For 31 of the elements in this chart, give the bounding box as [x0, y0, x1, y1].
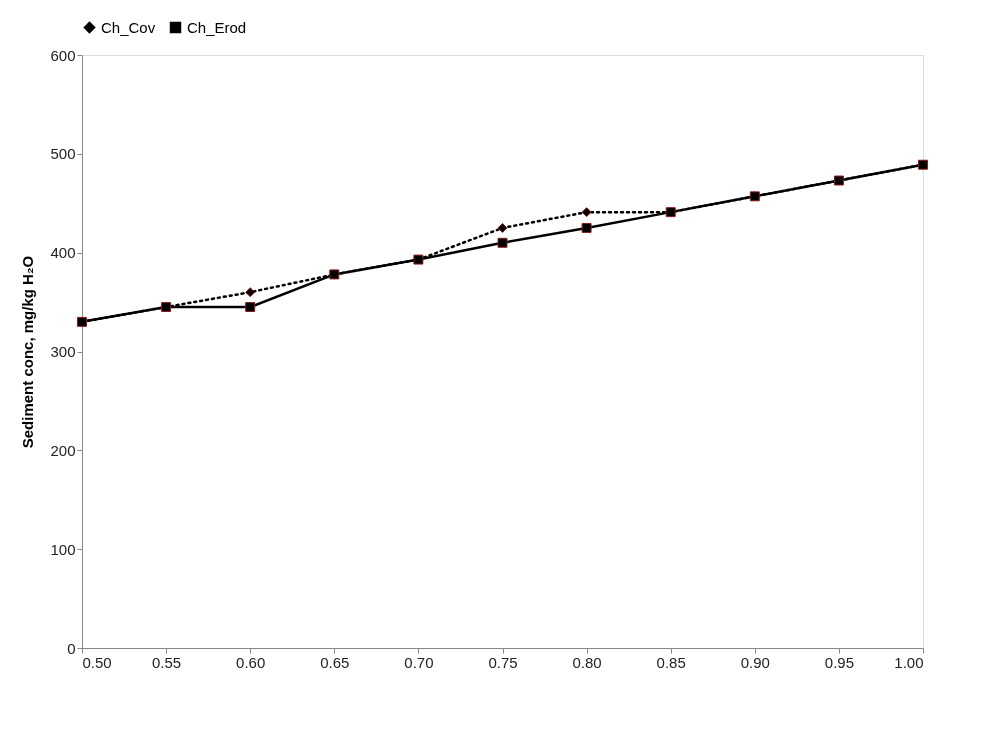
y-tick-label: 500	[50, 145, 76, 163]
legend-label: Ch_Erod	[187, 18, 247, 36]
point	[497, 237, 508, 248]
y-tick-label: 400	[50, 244, 76, 262]
point	[581, 222, 592, 233]
y-tick-label: 600	[50, 46, 76, 64]
x-tick-label: 0.60	[236, 653, 266, 671]
x-tick-label: 0.70	[404, 653, 434, 671]
y-axis-title: Sediment conc, mg/kg H₂O	[19, 255, 37, 449]
x-tick-label: 0.85	[656, 653, 686, 671]
point	[245, 302, 256, 312]
x-tick-label: 0.95	[824, 653, 854, 671]
point	[245, 287, 256, 298]
point	[77, 316, 87, 327]
x-tick-label: 1.00	[894, 653, 924, 671]
point	[497, 222, 508, 233]
x-tick-label: 0.90	[740, 653, 770, 671]
point	[581, 207, 592, 218]
y-tick-label: 300	[50, 343, 76, 360]
point	[161, 302, 172, 312]
x-tick-label: 0.75	[488, 653, 518, 671]
x-tick-label: 0.55	[152, 653, 182, 671]
point	[833, 175, 844, 186]
legend-label: Ch_Cov	[101, 18, 156, 36]
x-tick-label: 0.80	[572, 653, 602, 671]
x-tick-label: 0.65	[320, 653, 350, 671]
point	[749, 191, 760, 202]
y-tick-label: 100	[50, 540, 76, 558]
x-tick-label: 0.50	[82, 653, 112, 671]
y-tick-label: 200	[50, 441, 76, 459]
y-tick-label: 0	[67, 639, 76, 657]
